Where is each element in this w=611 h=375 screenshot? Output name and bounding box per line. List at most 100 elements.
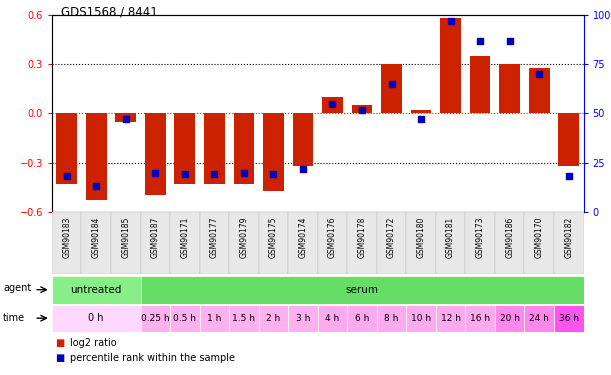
Bar	[288, 304, 318, 332]
Bar	[466, 212, 495, 274]
Text: 0.5 h: 0.5 h	[174, 314, 196, 322]
Bar	[318, 304, 347, 332]
Bar	[52, 212, 81, 274]
Bar	[293, 113, 313, 166]
Text: GSM90179: GSM90179	[240, 217, 249, 258]
Text: GSM90177: GSM90177	[210, 217, 219, 258]
Text: GSM90174: GSM90174	[298, 217, 307, 258]
Bar	[141, 304, 170, 332]
Text: time: time	[3, 313, 25, 323]
Text: agent: agent	[3, 283, 31, 293]
Bar	[495, 212, 524, 274]
Text: percentile rank within the sample: percentile rank within the sample	[70, 353, 235, 363]
Point	[327, 100, 337, 106]
Bar	[499, 64, 520, 113]
Bar	[56, 113, 77, 184]
Bar	[170, 212, 200, 274]
Text: GSM90178: GSM90178	[357, 217, 367, 258]
Text: 2 h: 2 h	[266, 314, 280, 322]
Text: 1.5 h: 1.5 h	[232, 314, 255, 322]
Text: GSM90180: GSM90180	[417, 217, 426, 258]
Text: 16 h: 16 h	[470, 314, 490, 322]
Bar	[170, 304, 200, 332]
Point	[564, 173, 574, 180]
Text: GSM90181: GSM90181	[446, 217, 455, 258]
Bar	[352, 105, 372, 113]
Text: 8 h: 8 h	[384, 314, 399, 322]
Text: 1 h: 1 h	[207, 314, 222, 322]
Bar	[111, 212, 141, 274]
Bar	[115, 113, 136, 122]
Bar	[81, 212, 111, 274]
Bar	[558, 113, 579, 166]
Bar	[406, 212, 436, 274]
Point	[357, 106, 367, 112]
Text: GDS1568 / 8441: GDS1568 / 8441	[61, 6, 158, 19]
Bar	[411, 110, 431, 113]
Point	[150, 170, 160, 176]
Point	[180, 171, 189, 177]
Point	[239, 170, 249, 176]
Text: 36 h: 36 h	[558, 314, 579, 322]
Text: GSM90172: GSM90172	[387, 217, 396, 258]
Text: GSM90184: GSM90184	[92, 217, 101, 258]
Point	[62, 173, 71, 180]
Bar	[347, 304, 377, 332]
Text: ■: ■	[55, 353, 64, 363]
Bar	[229, 212, 258, 274]
Text: 12 h: 12 h	[441, 314, 461, 322]
Text: GSM90173: GSM90173	[475, 217, 485, 258]
Bar	[145, 113, 166, 195]
Bar	[322, 97, 343, 113]
Point	[298, 166, 308, 172]
Bar	[436, 212, 466, 274]
Point	[268, 171, 278, 177]
Bar	[52, 276, 141, 304]
Bar	[466, 304, 495, 332]
Text: untreated: untreated	[70, 285, 122, 295]
Text: GSM90187: GSM90187	[151, 217, 160, 258]
Text: GSM90182: GSM90182	[564, 217, 573, 258]
Bar	[141, 212, 170, 274]
Bar	[288, 212, 318, 274]
Point	[534, 71, 544, 77]
Bar	[175, 113, 195, 184]
Text: 0.25 h: 0.25 h	[141, 314, 170, 322]
Bar	[204, 113, 225, 184]
Text: ■: ■	[55, 338, 64, 348]
Bar	[381, 64, 402, 113]
Point	[475, 38, 485, 44]
Bar	[495, 304, 524, 332]
Text: 3 h: 3 h	[296, 314, 310, 322]
Point	[505, 38, 514, 44]
Bar	[554, 304, 584, 332]
Bar	[377, 212, 406, 274]
Bar	[229, 304, 258, 332]
Bar	[258, 212, 288, 274]
Text: 6 h: 6 h	[355, 314, 369, 322]
Bar	[524, 304, 554, 332]
Text: GSM90186: GSM90186	[505, 217, 514, 258]
Bar	[406, 304, 436, 332]
Bar	[200, 212, 229, 274]
Text: serum: serum	[345, 285, 379, 295]
Bar	[200, 304, 229, 332]
Bar	[141, 276, 584, 304]
Bar	[318, 212, 347, 274]
Text: 0 h: 0 h	[89, 313, 104, 323]
Bar	[436, 304, 466, 332]
Bar	[52, 304, 141, 332]
Bar	[441, 18, 461, 113]
Point	[387, 81, 397, 87]
Point	[121, 116, 131, 122]
Bar	[470, 56, 491, 113]
Text: 24 h: 24 h	[529, 314, 549, 322]
Bar	[233, 113, 254, 184]
Text: 4 h: 4 h	[326, 314, 340, 322]
Bar	[263, 113, 284, 190]
Text: GSM90183: GSM90183	[62, 217, 71, 258]
Text: GSM90171: GSM90171	[180, 217, 189, 258]
Bar	[377, 304, 406, 332]
Bar	[529, 68, 549, 113]
Bar	[554, 212, 584, 274]
